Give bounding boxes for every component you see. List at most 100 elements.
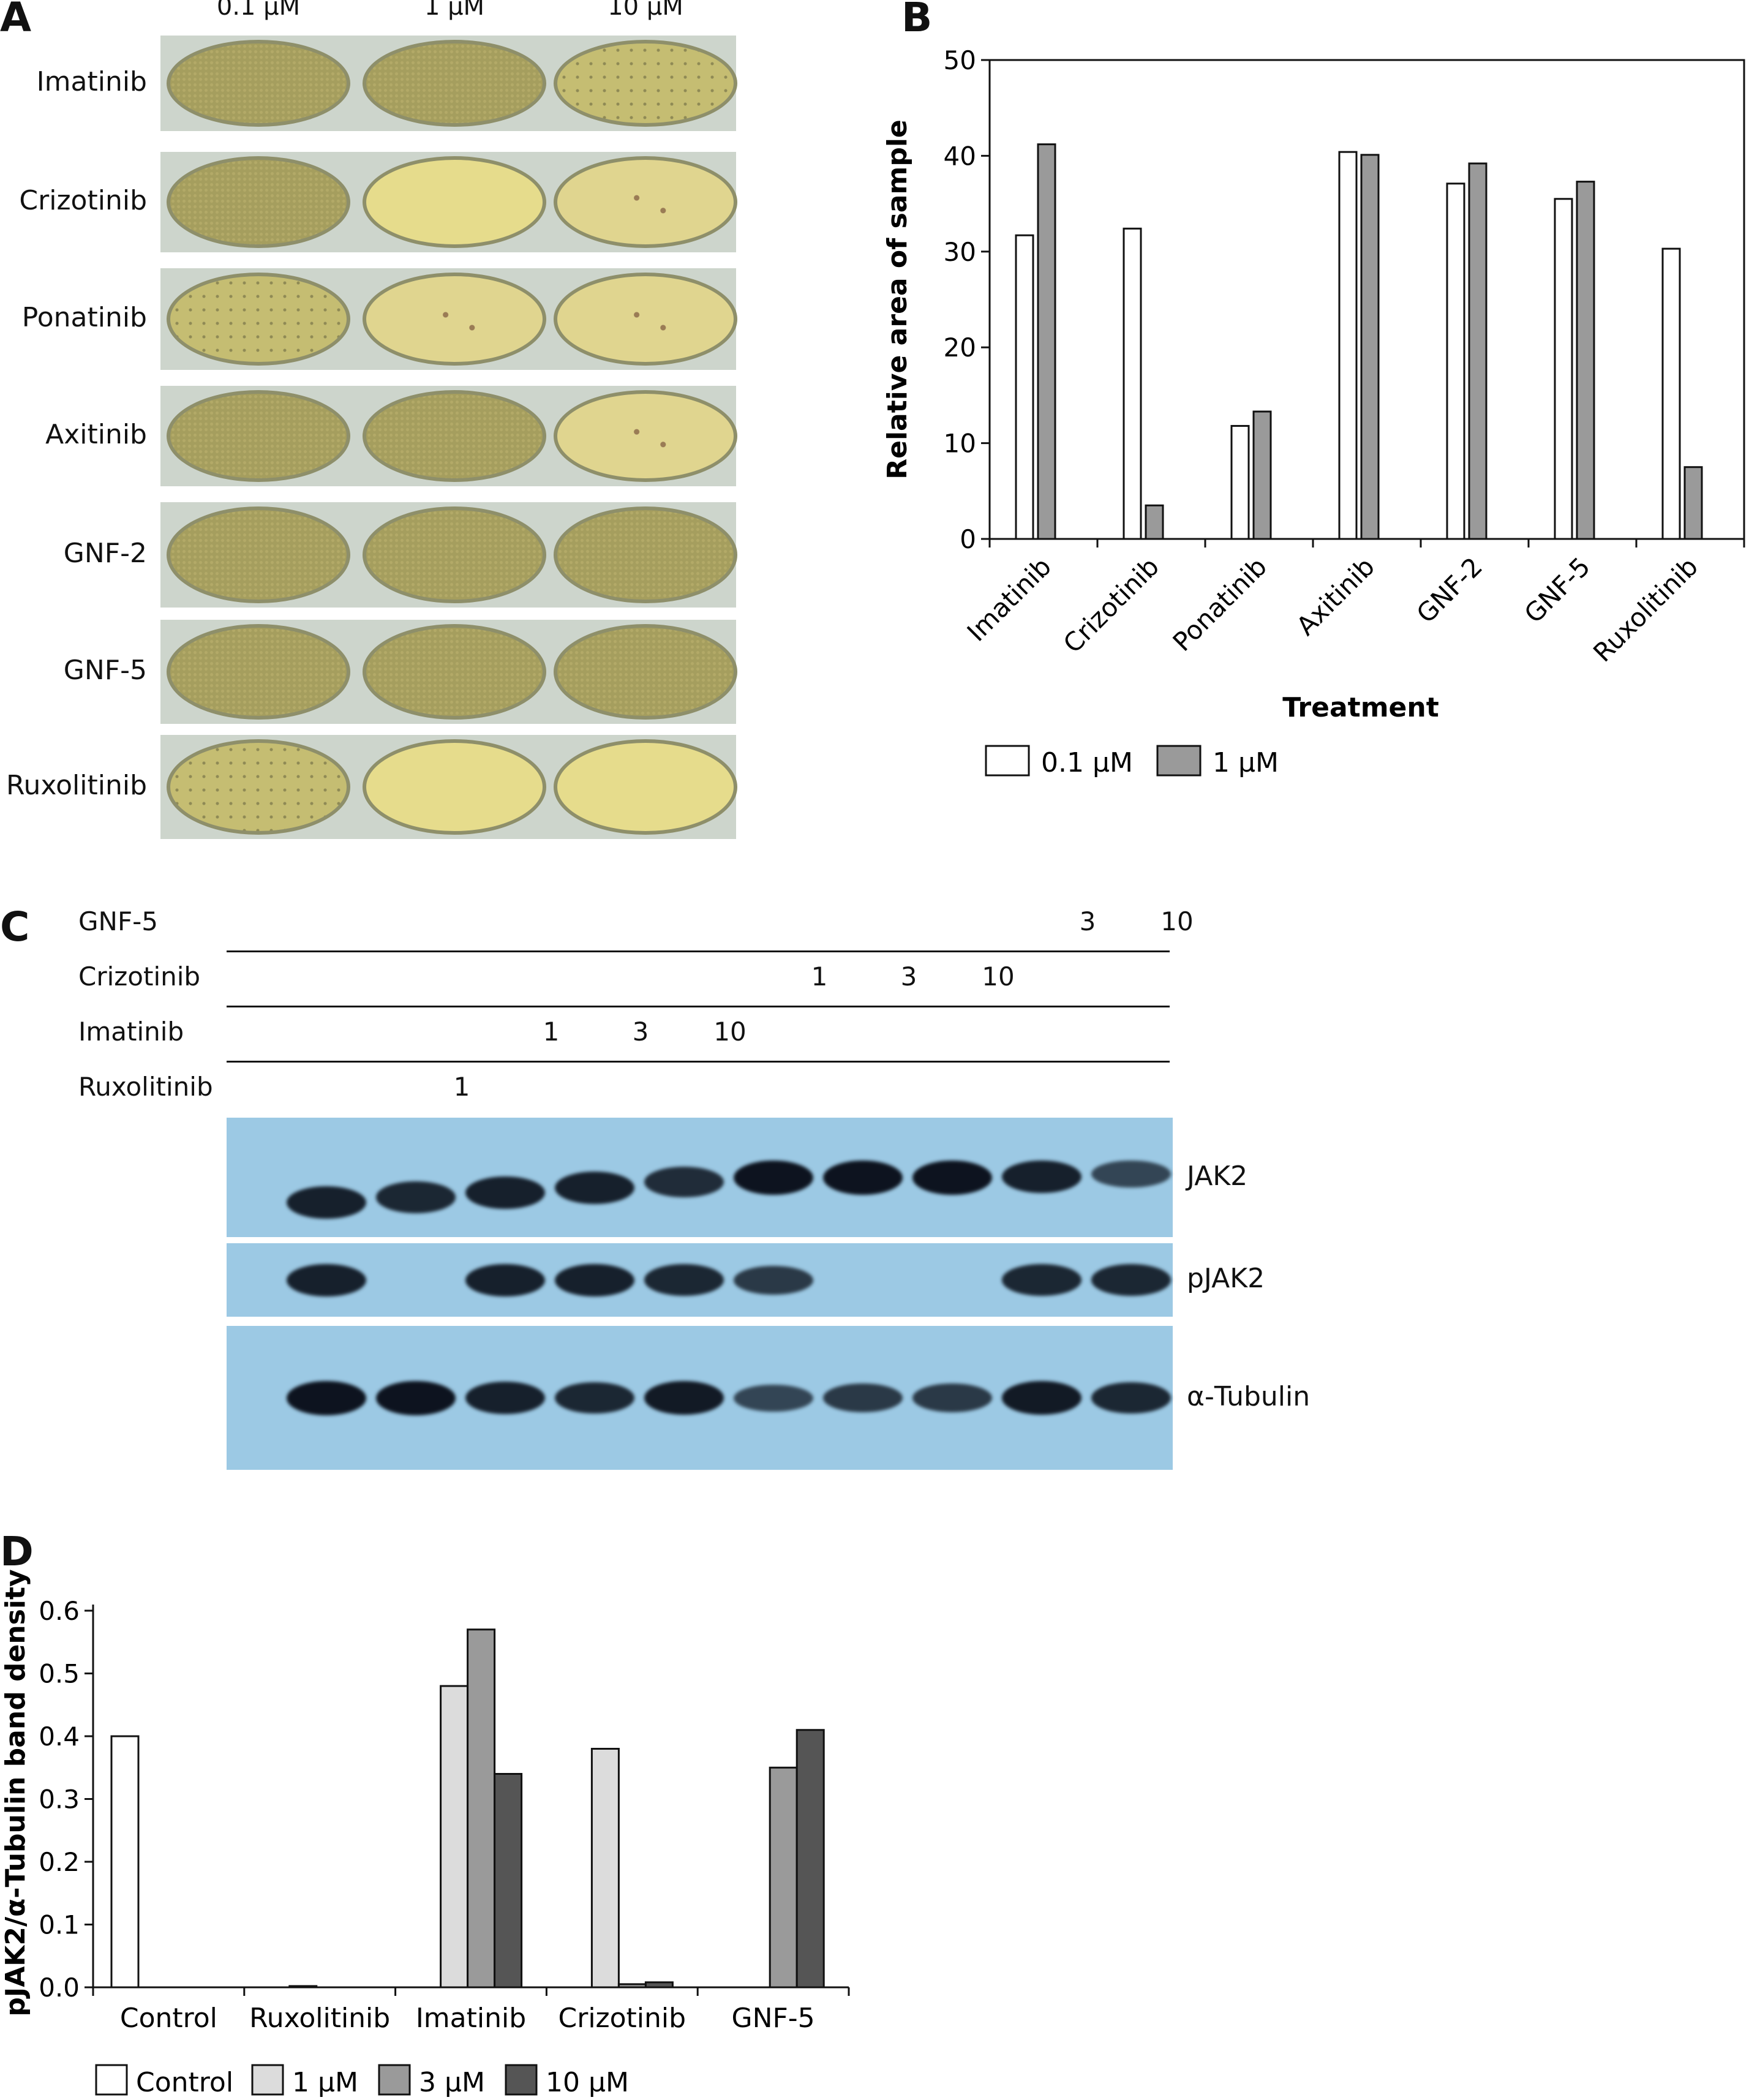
bar-b — [1446, 183, 1465, 540]
colony-well — [167, 506, 350, 603]
blot-band — [644, 1264, 724, 1296]
plate-row — [160, 268, 737, 370]
blot-band — [465, 1263, 545, 1297]
category-label-b: Imatinib — [961, 551, 1057, 647]
plate-row — [160, 152, 737, 252]
category-label-d: Ruxolitinib — [249, 2003, 390, 2034]
y-tick-label-b: 30 — [944, 237, 976, 267]
legend-label-b: 0.1 μM — [1041, 747, 1133, 778]
row-divider — [227, 1061, 1170, 1063]
colony-well — [167, 390, 350, 482]
blot-band — [287, 1380, 366, 1415]
blot-band — [376, 1181, 456, 1213]
plate-row-label: Ponatinib — [21, 302, 147, 333]
blot-band — [465, 1176, 545, 1209]
category-label-b: Ponatinib — [1167, 551, 1273, 657]
blot-band — [555, 1263, 634, 1297]
dose-label: 1 — [543, 1017, 560, 1047]
plate-row — [160, 620, 737, 724]
colony-well — [167, 739, 350, 835]
colony-well — [167, 273, 350, 366]
colony-well — [554, 624, 737, 720]
colony-well — [167, 156, 350, 248]
category-label-d: GNF-5 — [731, 2003, 814, 2034]
blot-band — [287, 1186, 366, 1219]
colony-well — [554, 156, 737, 248]
legend-swatch-d — [95, 2064, 128, 2096]
blot-label: α-Tubulin — [1187, 1380, 1311, 1412]
bar-d — [110, 1735, 140, 1989]
bar-d — [590, 1748, 620, 1989]
blot-strip — [227, 1326, 1173, 1470]
legend-label-d: 10 μM — [546, 2067, 629, 2098]
bar-b — [1360, 154, 1380, 540]
bar-b — [1230, 424, 1250, 540]
plate-row-label: Crizotinib — [19, 185, 147, 216]
colony-well — [554, 390, 737, 482]
bar-b — [1037, 143, 1056, 540]
category-label-d: Crizotinib — [559, 2003, 686, 2034]
plate-row-label: Ruxolitinib — [6, 770, 147, 801]
plate-row — [160, 502, 737, 608]
blot-band — [1002, 1161, 1081, 1193]
panel-a-letter: A — [0, 0, 32, 41]
colony-well — [167, 40, 350, 127]
category-label-d: Control — [120, 2003, 217, 2034]
y-tick-label-d: 0.2 — [39, 1847, 80, 1877]
y-tick-label-b: 0 — [960, 524, 976, 554]
dose-label: 1 — [811, 962, 828, 992]
bar-b — [1576, 181, 1595, 540]
blot-band — [465, 1382, 545, 1414]
colony-well — [363, 273, 546, 366]
blot-band — [1002, 1381, 1081, 1415]
dose-label: 10 — [713, 1017, 747, 1047]
y-tick-label-b: 40 — [944, 141, 976, 171]
colony-well — [554, 40, 737, 127]
category-label-b: Crizotinib — [1058, 551, 1165, 658]
colony-well — [363, 739, 546, 835]
bar-d — [440, 1685, 469, 1989]
x-axis-label-b: Treatment — [1282, 692, 1439, 723]
plate-row-label: GNF-5 — [63, 655, 147, 686]
plate-row-label: Imatinib — [36, 66, 147, 97]
y-tick-label-d: 0.3 — [39, 1785, 80, 1815]
y-tick-label-d: 0.0 — [39, 1973, 80, 2003]
panel-b-letter: B — [901, 0, 933, 41]
bar-d — [769, 1766, 798, 1989]
y-axis-label-d: pJAK2/α-Tubulin band density — [0, 1569, 31, 2016]
chart-d: 0.0 0.1 0.2 0.3 0.4 0.5 0.6 pJAK2/α-Tubulin ban… — [0, 1569, 850, 2098]
bar-b — [1123, 227, 1142, 540]
colony-well — [363, 40, 546, 127]
bar-b — [1468, 162, 1488, 540]
bar-b — [1554, 198, 1573, 540]
blot-band — [734, 1384, 813, 1412]
bar-d — [494, 1773, 523, 1989]
dose-label: 3 — [1079, 906, 1096, 936]
colony-well — [554, 739, 737, 835]
concentration-header: 0.1 μM — [216, 0, 301, 21]
legend-label-b: 1 μM — [1213, 747, 1279, 778]
blot-strip — [227, 1118, 1173, 1237]
blot-band — [1091, 1264, 1171, 1296]
y-tick-label-b: 50 — [944, 45, 976, 75]
bar-d — [644, 1981, 674, 1989]
category-label-b: Axitinib — [1290, 551, 1380, 641]
plate-row — [160, 36, 737, 131]
blot-band — [1002, 1264, 1081, 1296]
plate-row — [160, 386, 737, 486]
concentration-header: 1 μM — [424, 0, 485, 21]
legend-swatch-d — [378, 2064, 411, 2096]
legend-swatch-b — [1156, 745, 1202, 777]
plate-row-label: GNF-2 — [63, 538, 147, 569]
bar-d — [467, 1628, 496, 1989]
row-divider — [227, 950, 1170, 952]
bar-b — [1145, 504, 1164, 540]
bar-b — [1661, 247, 1681, 540]
blot-band — [823, 1161, 903, 1195]
blot-band — [376, 1380, 456, 1415]
y-tick-label-d: 0.1 — [39, 1910, 80, 1940]
legend-label-d: 1 μM — [292, 2067, 358, 2098]
bar-b — [1683, 466, 1703, 540]
y-tick-label-b: 10 — [944, 429, 976, 459]
legend-swatch-d — [251, 2064, 284, 2096]
